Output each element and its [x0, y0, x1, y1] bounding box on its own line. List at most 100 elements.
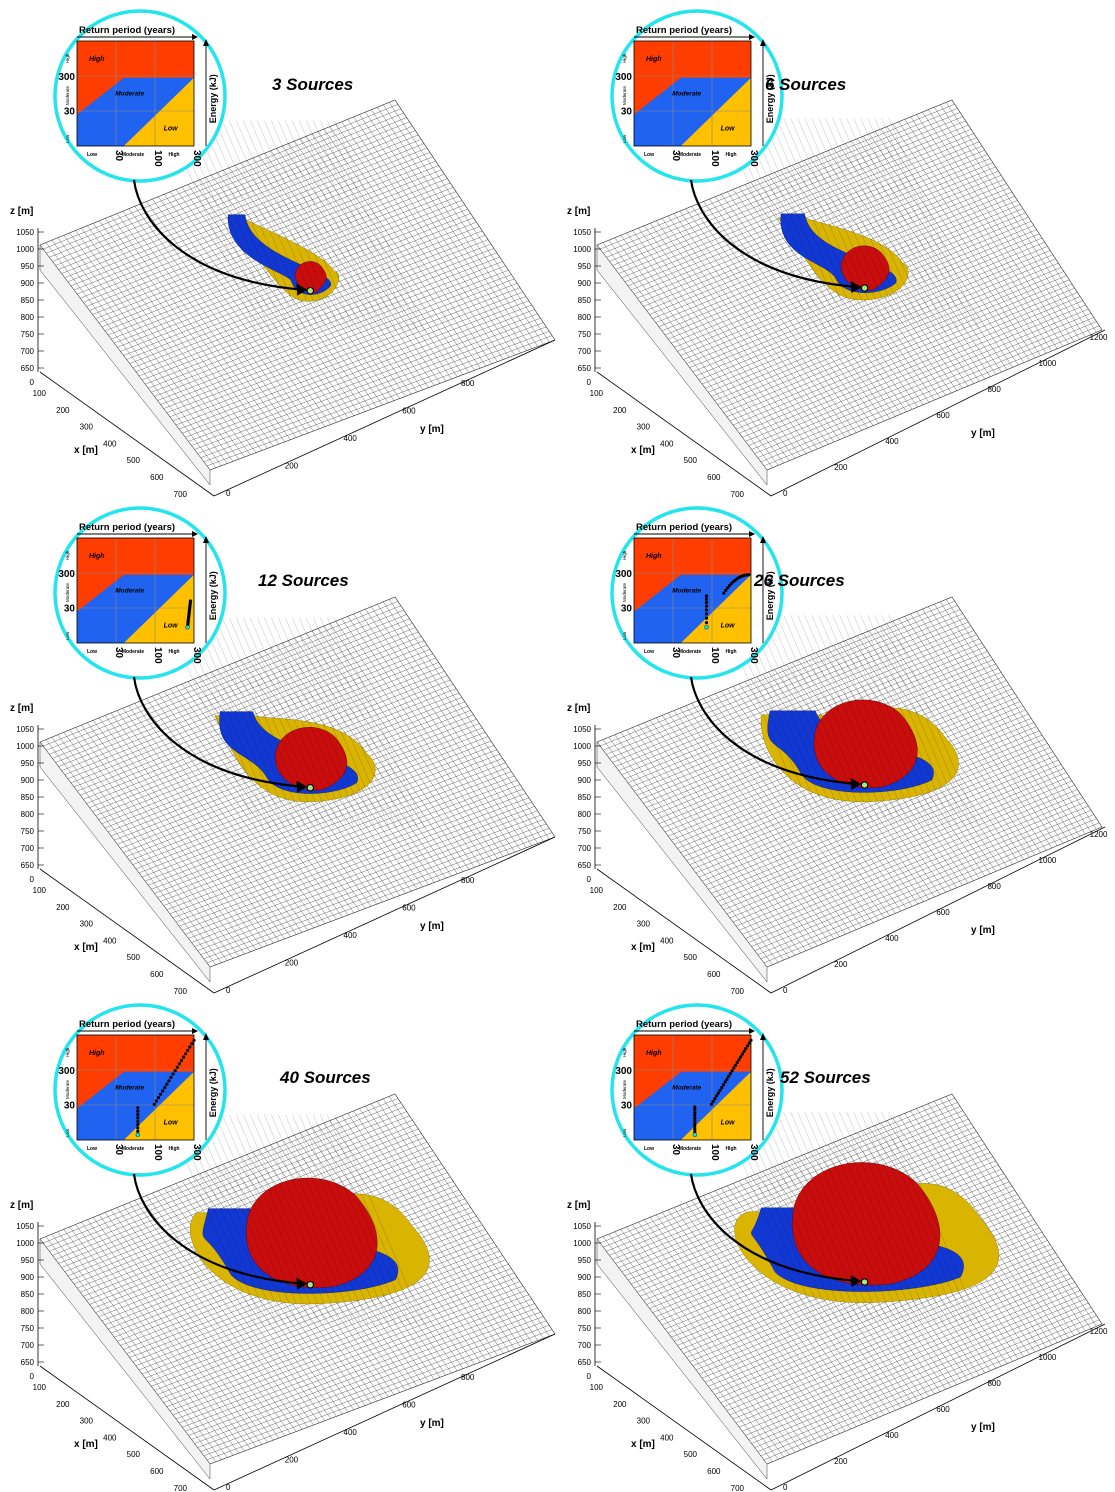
- terrain-plot: z [m]10501000950900850800750700650010020…: [567, 9, 1108, 497]
- row-label-moderate: Moderate: [622, 582, 627, 602]
- leader-arrow-head: [850, 777, 862, 790]
- risk-matrix-inset: High Moderate Low Return period (years) Ener…: [610, 9, 784, 183]
- panel-3-sources: z [m] 1050 1000 950 900 850 800 750 700 650 0 100 20…: [0, 0, 557, 497]
- x-tick-label: 400: [103, 1433, 117, 1442]
- x-tick-label: 500: [127, 456, 141, 465]
- hazard-curve-point: [693, 1108, 697, 1112]
- selected-point-marker: [135, 1132, 141, 1137]
- x-tick-label: 500: [684, 953, 698, 962]
- col-label-high: High: [725, 1146, 736, 1152]
- hazard-curve-point: [184, 1052, 188, 1056]
- arrow-head: [192, 34, 198, 40]
- hazard-curve-point: [693, 1110, 697, 1115]
- z-tick-label: 750: [21, 330, 35, 339]
- z-tick-label: 1000: [16, 1239, 34, 1248]
- selected-point-marker: [185, 625, 190, 630]
- zone-label-high: High: [646, 1050, 662, 1057]
- hazard-curve-point: [169, 1075, 173, 1079]
- hazard-curve-point: [693, 1105, 697, 1109]
- x-axis-label: x [m]: [631, 1439, 655, 1450]
- x-axis-line: [596, 371, 772, 497]
- hazard-curve-point: [152, 1102, 156, 1106]
- hazard-curve-point: [693, 1122, 697, 1126]
- terrain-plot: z [m]10501000950900850800750700650010020…: [567, 1003, 1108, 1491]
- y-tick-label: 0: [783, 1483, 788, 1491]
- zone-label-moderate: Moderate: [672, 1085, 701, 1092]
- row-label-low: Low: [65, 134, 70, 143]
- y-tick-label: 200: [834, 960, 848, 969]
- hazard-curve-point: [727, 1074, 731, 1078]
- col-label-moderate: Moderate: [679, 649, 701, 655]
- zone-label-moderate: Moderate: [115, 1085, 144, 1092]
- energy-tick-300: 300: [58, 1066, 75, 1077]
- panel-52-sources: z [m] 1050 1000 950 900 850 800 750 700 650 0 100 20…: [557, 994, 1114, 1491]
- hazard-curve-point: [171, 1072, 175, 1076]
- row-label-high: High: [622, 53, 627, 63]
- y-tick-label: 400: [344, 931, 358, 940]
- z-tick-label: 1050: [16, 228, 34, 237]
- hazard-curve-point: [740, 1052, 744, 1056]
- row-label-moderate: Moderate: [622, 85, 627, 105]
- hazard-curve-point: [749, 1038, 753, 1042]
- x-axis-line: [39, 371, 215, 497]
- terrain-plot: z [m]10501000950900850800750700650010020…: [10, 9, 556, 497]
- y-tick-label: 0: [226, 489, 231, 497]
- panel-title: 52 Sources: [780, 1068, 871, 1087]
- y-tick-label: 600: [402, 407, 416, 416]
- z-tick-label: 1000: [16, 742, 34, 751]
- col-label-moderate: Moderate: [122, 152, 144, 158]
- zone-label-low: Low: [164, 622, 179, 629]
- evaluation-point: [306, 783, 315, 792]
- hazard-curve-point: [175, 1065, 179, 1069]
- x-tick-label: 400: [660, 936, 674, 945]
- y-tick-label: 400: [885, 437, 899, 446]
- x-tick-label: 100: [33, 886, 47, 895]
- hazard-zone: [720, 1111, 999, 1323]
- arrow-head: [749, 531, 755, 537]
- z-tick-label: 1000: [16, 245, 34, 254]
- z-tick-label: 900: [21, 279, 35, 288]
- time-tick-label: 30: [113, 1144, 124, 1156]
- energy-tick-300: 300: [615, 569, 632, 580]
- hazard-curve-point: [136, 1119, 140, 1123]
- hazard-curve-point: [728, 1072, 732, 1076]
- x-tick-label: 700: [731, 987, 745, 994]
- hazard-curve-point: [735, 1060, 739, 1065]
- energy-axis-label: Energy (kJ): [208, 1068, 218, 1117]
- row-label-high: High: [622, 550, 627, 560]
- time-tick-label: 300: [191, 1144, 202, 1161]
- y-tick-label: 1200: [1090, 1327, 1108, 1336]
- hazard-curve-point: [718, 1088, 722, 1092]
- surface-skirt: [39, 1238, 211, 1480]
- hazard-curve-point: [693, 1119, 697, 1123]
- x-tick-label: 700: [731, 1484, 745, 1491]
- time-tick-label: 100: [152, 1144, 163, 1161]
- z-tick-label: 800: [578, 313, 592, 322]
- hazard-curve-point: [746, 1044, 750, 1048]
- z-tick-label: 700: [578, 1341, 592, 1350]
- matrix-frame: [76, 1034, 195, 1141]
- hazard-curve-point: [747, 1041, 751, 1045]
- z-tick-label: 850: [21, 296, 35, 305]
- x-tick-label: 300: [637, 1417, 651, 1426]
- inset-title: Return period (years): [79, 522, 175, 533]
- hazard-curve-point: [704, 621, 709, 625]
- y-tick-label: 1000: [1039, 1353, 1057, 1362]
- hazard-curve-point: [136, 1126, 140, 1130]
- x-axis-label: x [m]: [74, 1439, 98, 1450]
- z-tick-label: 1050: [16, 1222, 34, 1231]
- hazard-curve-point: [704, 608, 709, 612]
- time-tick-label: 30: [670, 150, 681, 162]
- y-tick-label: 600: [936, 1405, 950, 1414]
- hazard-curve-point: [136, 1123, 140, 1127]
- zone-label-moderate: Moderate: [672, 588, 701, 595]
- leader-arrow: [689, 1173, 857, 1283]
- x-tick-label: 700: [174, 987, 188, 994]
- zone-label-high: High: [89, 56, 105, 63]
- arrow-head: [192, 1028, 198, 1034]
- hazard-curve-point: [725, 1077, 729, 1081]
- y-tick-label: 1200: [1090, 333, 1108, 342]
- hazard-zone: [720, 614, 979, 826]
- y-tick-label: 0: [783, 489, 788, 497]
- x-tick-label: 200: [56, 1400, 70, 1409]
